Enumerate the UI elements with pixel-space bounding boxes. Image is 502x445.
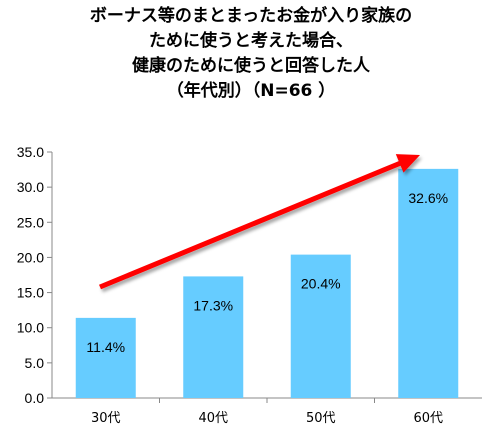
y-tick-label: 15.0 (17, 285, 44, 301)
data-label: 17.3% (193, 297, 233, 313)
bar (290, 254, 351, 398)
data-label: 32.6% (408, 190, 448, 206)
chart-title: ボーナス等のまとまったお金が入り家族の ために使うと考えた場合、 健康のために使… (0, 4, 502, 104)
chart-title-line-1: ボーナス等のまとまったお金が入り家族の (89, 6, 413, 26)
bar (75, 317, 136, 398)
y-tick-label: 10.0 (17, 320, 44, 336)
y-tick-label: 5.0 (25, 355, 45, 371)
trend-arrow (99, 154, 420, 290)
x-tick-label: 30代 (91, 411, 121, 426)
x-tick-label: 60代 (413, 411, 443, 426)
y-tick-label: 0.0 (25, 390, 45, 406)
y-tick-label: 30.0 (17, 179, 44, 195)
y-tick-label: 35.0 (17, 144, 44, 160)
y-tick-label: 20.0 (17, 249, 44, 265)
bar (398, 168, 459, 398)
bar (183, 276, 244, 398)
x-tick-label: 40代 (198, 411, 228, 426)
y-tick-label: 25.0 (17, 214, 44, 230)
chart-title-line-4: （年代別）（N=66 ） (166, 81, 336, 101)
x-tick-label: 50代 (306, 411, 336, 426)
data-label: 11.4% (86, 339, 125, 355)
chart-title-line-3: 健康のために使うと回答した人 (132, 56, 370, 76)
data-label: 20.4% (301, 276, 341, 292)
chart-title-line-2: ために使うと考えた場合、 (149, 31, 353, 51)
